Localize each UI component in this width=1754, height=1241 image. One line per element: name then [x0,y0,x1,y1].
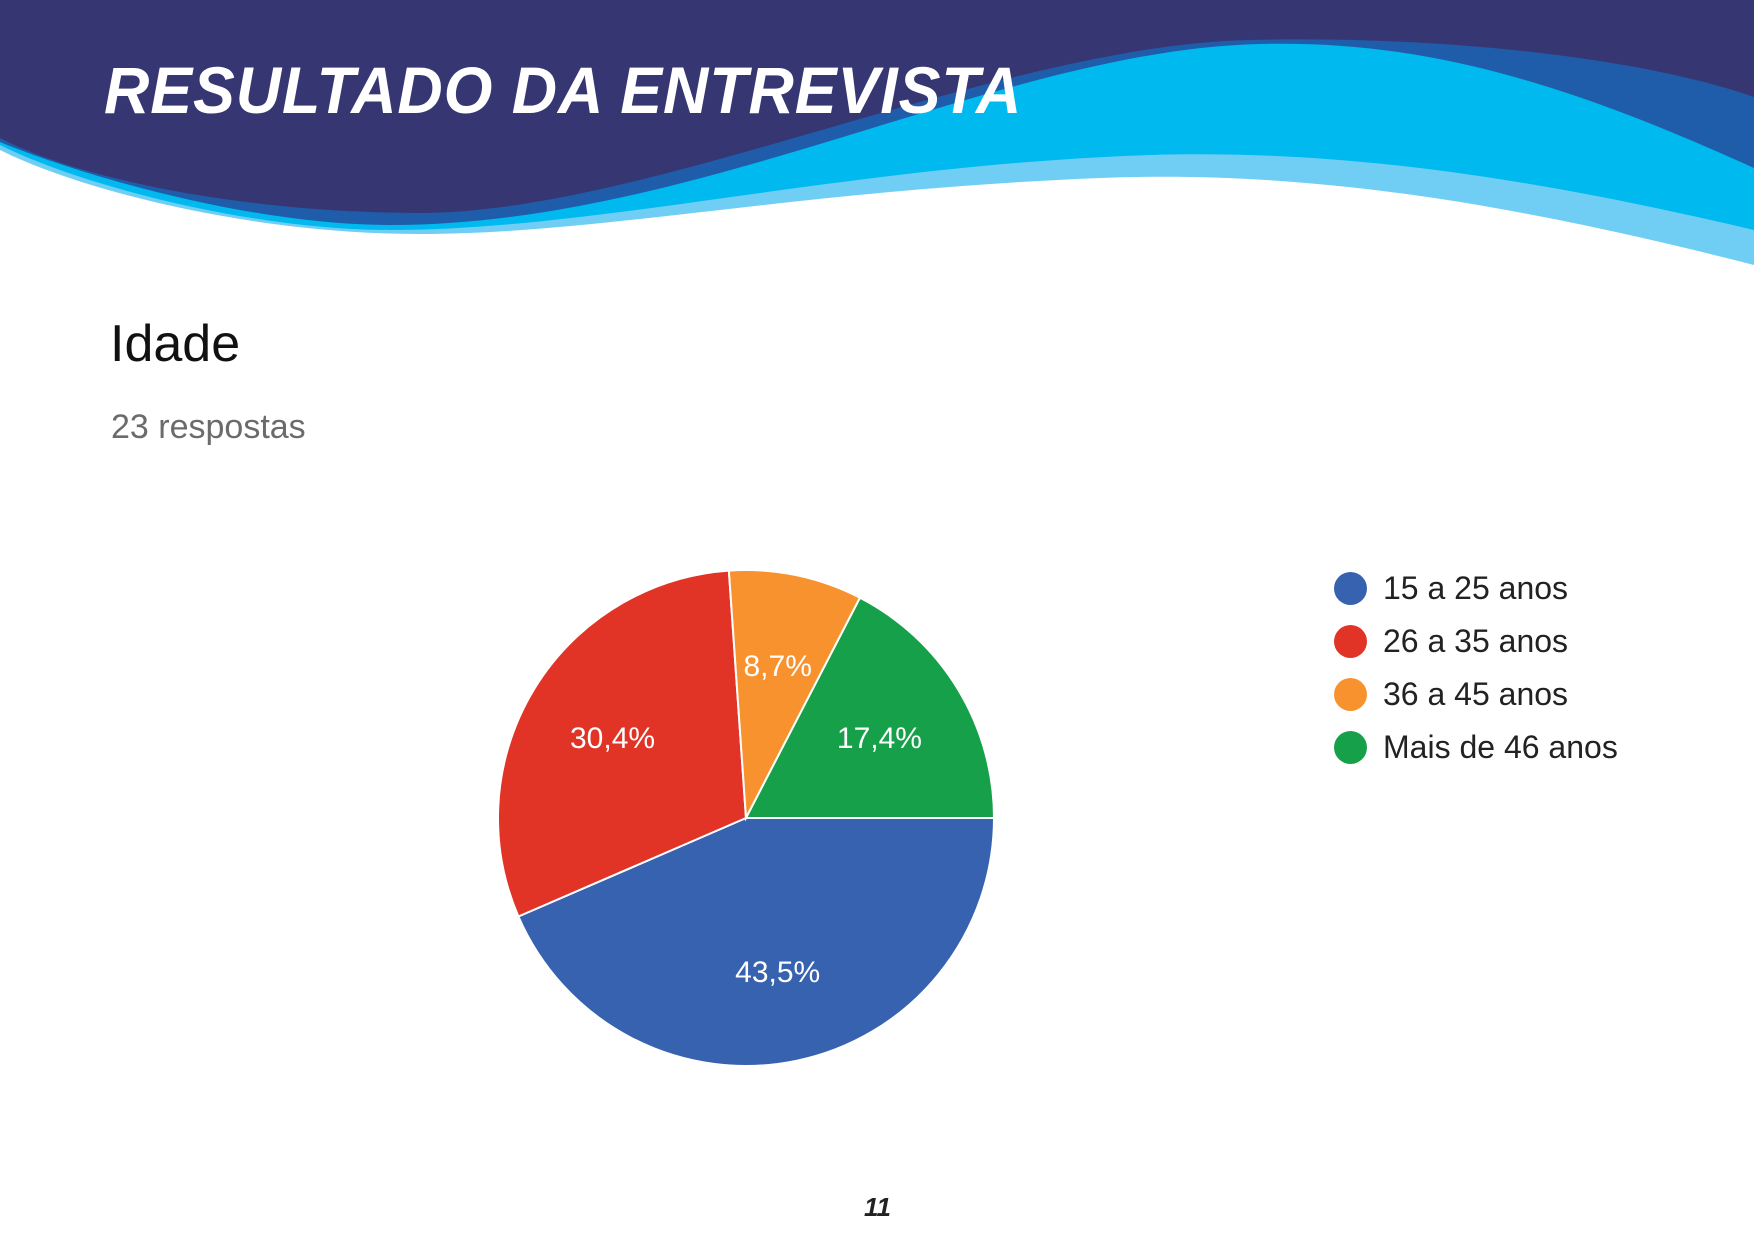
page-number: 11 [864,1192,891,1222]
response-count: 23 respostas [111,408,306,446]
wave-navy [0,0,1754,213]
header-title: RESULTADO DA ENTREVISTA [104,53,1023,127]
slice-label: 17,4% [837,722,922,755]
legend-label: 15 a 25 anos [1383,570,1569,606]
slice-label: 8,7% [743,650,811,683]
legend-item: Mais de 46 anos [1334,721,1618,774]
pie-slice-3 [744,596,996,819]
question-title: Idade [110,315,241,373]
legend-dot-icon [1334,678,1367,711]
pie-slice-1 [497,569,748,918]
chart-legend: 15 a 25 anos 26 a 35 anos 36 a 45 anos M… [1334,562,1618,774]
legend-item: 26 a 35 anos [1334,615,1618,668]
pie-slice-0 [517,817,996,1067]
legend-item: 36 a 45 anos [1334,668,1618,721]
legend-label: Mais de 46 anos [1383,729,1618,765]
legend-dot-icon [1334,625,1367,658]
legend-dot-icon [1334,572,1367,605]
legend-dot-icon [1334,731,1367,764]
pie-slice-2 [727,569,862,822]
legend-label: 36 a 45 anos [1383,676,1569,712]
header-wave-banner [0,0,1754,265]
legend-item: 15 a 25 anos [1334,562,1618,615]
slice-label: 43,5% [735,956,820,989]
slice-label: 30,4% [570,722,655,755]
legend-label: 26 a 35 anos [1383,623,1569,659]
